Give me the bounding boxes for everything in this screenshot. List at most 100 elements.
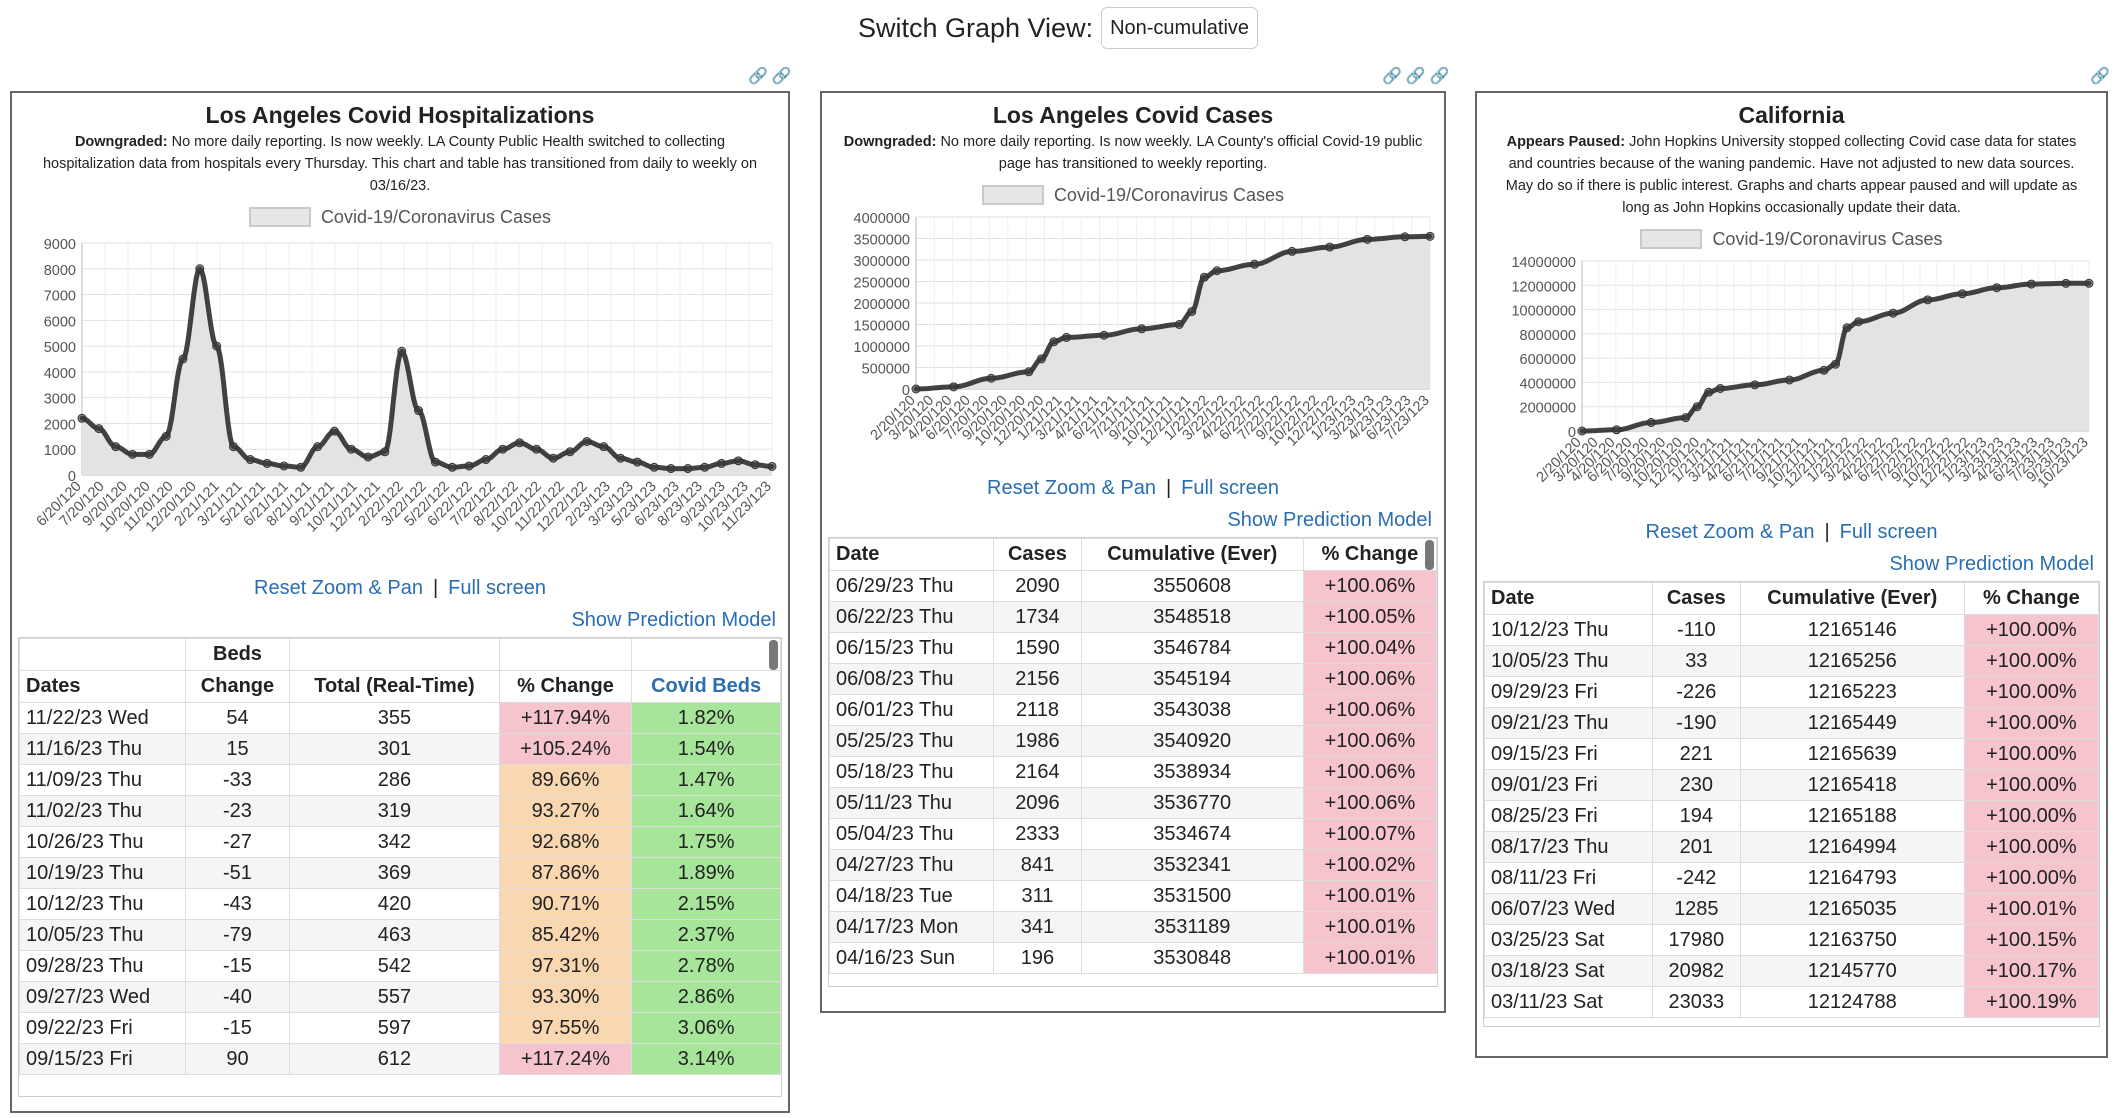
chart-legend[interactable]: Covid-19/Coronavirus Cases (1477, 225, 2106, 253)
table-cell: 369 (289, 857, 500, 889)
y-tick-label: 5000 (44, 340, 76, 356)
table-row[interactable]: 10/12/23 Thu -110 12165146 +100.00% (1484, 614, 2099, 646)
table-row[interactable]: 09/01/23 Fri 230 12165418 +100.00% (1484, 769, 2099, 801)
prediction-model-link[interactable]: Show Prediction Model (1227, 509, 1432, 531)
prediction-model-link[interactable]: Show Prediction Model (571, 609, 776, 631)
fullscreen-link[interactable]: Full screen (1181, 477, 1279, 499)
table-row[interactable]: 03/25/23 Sat 17980 12163750 +100.15% (1484, 924, 2099, 956)
col-header-change[interactable]: Change (184, 670, 291, 703)
table-row[interactable]: 03/11/23 Sat 23033 12124788 +100.19% (1484, 986, 2099, 1018)
la-cases-table[interactable]: Date Cases Cumulative (Ever) % Change 06… (828, 537, 1438, 987)
table-row[interactable]: 11/09/23 Thu -33 286 89.66% 1.47% (19, 764, 781, 796)
table-row[interactable]: 09/22/23 Fri -15 597 97.55% 3.06% (19, 1012, 781, 1044)
california-table[interactable]: Date Cases Cumulative (Ever) % Change 10… (1483, 581, 2100, 1027)
table-row[interactable]: 04/27/23 Thu 841 3532341 +100.02% (829, 849, 1437, 881)
fullscreen-link[interactable]: Full screen (1839, 521, 1938, 543)
data-point (161, 431, 171, 441)
data-point (313, 442, 323, 452)
table-cell: 342 (289, 826, 500, 858)
table-cell: 301 (289, 733, 500, 765)
table-row[interactable]: 09/29/23 Fri -226 12165223 +100.00% (1484, 676, 2099, 708)
table-row[interactable]: 06/29/23 Thu 2090 3550608 +100.06% (829, 570, 1437, 602)
col-header-dates[interactable]: Dates (19, 670, 186, 703)
series-area (916, 236, 1430, 389)
panel-description: Appears Paused: John Hopkins University … (1477, 131, 2106, 219)
california-chart[interactable]: 0 2000000 4000000 6000000 8000000 10000000 120… (1477, 253, 2106, 517)
table-cell: 2156 (993, 663, 1082, 695)
data-point (1692, 402, 1702, 412)
table-cell: 08/17/23 Thu (1484, 831, 1653, 863)
prediction-model-link[interactable]: Show Prediction Model (1889, 553, 2094, 575)
table-row[interactable]: 04/16/23 Sun 196 3530848 +100.01% (829, 942, 1437, 974)
col-header-cases[interactable]: Cases (1651, 582, 1741, 615)
table-cell: 09/15/23 Fri (19, 1043, 186, 1075)
table-row[interactable]: 03/18/23 Sat 20982 12145770 +100.17% (1484, 955, 2099, 987)
table-cell: 2090 (993, 570, 1082, 602)
table-scrollbar[interactable] (769, 640, 778, 670)
table-row[interactable]: 05/04/23 Thu 2333 3534674 +100.07% (829, 818, 1437, 850)
graph-view-select[interactable]: Non-cumulative (1101, 7, 1259, 49)
reset-zoom-link[interactable]: Reset Zoom & Pan (987, 477, 1156, 499)
table-row[interactable]: 09/15/23 Fri 221 12165639 +100.00% (1484, 738, 2099, 770)
data-point (430, 457, 440, 467)
col-header-cumulative[interactable]: Cumulative (Ever) (1080, 538, 1304, 571)
table-cell: 420 (289, 888, 500, 920)
table-row[interactable]: 10/12/23 Thu -43 420 90.71% 2.15% (19, 888, 781, 920)
table-row[interactable]: 05/25/23 Thu 1986 3540920 +100.06% (829, 725, 1437, 757)
table-row[interactable]: 05/11/23 Thu 2096 3536770 +100.06% (829, 787, 1437, 819)
table-row[interactable]: 09/15/23 Fri 90 612 +117.24% 3.14% (19, 1043, 781, 1075)
chart-controls: Reset Zoom & Pan | Full screen (822, 473, 1444, 503)
table-row[interactable]: 09/28/23 Thu -15 542 97.31% 2.78% (19, 950, 781, 982)
data-point (1212, 266, 1222, 276)
table-row[interactable]: 11/22/23 Wed 54 355 +117.94% 1.82% (19, 702, 781, 734)
col-header-total[interactable]: Total (Real-Time) (289, 670, 500, 703)
fullscreen-link[interactable]: Full screen (448, 577, 546, 599)
table-cell: 08/25/23 Fri (1484, 800, 1653, 832)
col-header-covid-beds[interactable]: Covid Beds (631, 670, 781, 703)
table-row[interactable]: 11/02/23 Thu -23 319 93.27% 1.64% (19, 795, 781, 827)
hospitalizations-chart[interactable]: 01000200030004000500060007000800090006/2… (12, 231, 788, 573)
data-point (1362, 234, 1372, 244)
table-row[interactable]: 11/16/23 Thu 15 301 +105.24% 1.54% (19, 733, 781, 765)
table-row[interactable]: 04/18/23 Tue 311 3531500 +100.01% (829, 880, 1437, 912)
col-header-pct-change[interactable]: % Change (498, 670, 633, 703)
y-tick-label: 3000000 (854, 254, 910, 270)
table-row[interactable]: 05/18/23 Thu 2164 3538934 +100.06% (829, 756, 1437, 788)
table-cell: 97.31% (498, 950, 633, 982)
table-row[interactable]: 10/05/23 Thu 33 12165256 +100.00% (1484, 645, 2099, 677)
table-cell: 194 (1651, 800, 1741, 832)
col-header-date[interactable]: Date (829, 538, 995, 571)
table-row[interactable]: 10/26/23 Thu -27 342 92.68% 1.75% (19, 826, 781, 858)
data-point (1681, 413, 1691, 423)
col-header-cases[interactable]: Cases (993, 538, 1082, 571)
table-row[interactable]: 10/19/23 Thu -51 369 87.86% 1.89% (19, 857, 781, 889)
table-row[interactable]: 06/01/23 Thu 2118 3543038 +100.06% (829, 694, 1437, 726)
link-icon[interactable]: 🔗🔗🔗 (1382, 66, 1454, 85)
table-row[interactable]: 08/11/23 Fri -242 12164793 +100.00% (1484, 862, 2099, 894)
table-cell: 1590 (993, 632, 1082, 664)
table-row[interactable]: 08/25/23 Fri 194 12165188 +100.00% (1484, 800, 2099, 832)
col-header-pct-change[interactable]: % Change (1302, 538, 1437, 571)
table-row[interactable]: 04/17/23 Mon 341 3531189 +100.01% (829, 911, 1437, 943)
table-scrollbar[interactable] (1425, 540, 1434, 570)
table-cell: +100.00% (1963, 862, 2099, 894)
link-icon[interactable]: 🔗 (2090, 66, 2114, 85)
hospitalizations-table[interactable]: Beds Dates Change Total (Real-Time) % Ch… (18, 637, 782, 1097)
reset-zoom-link[interactable]: Reset Zoom & Pan (254, 577, 423, 599)
link-icon[interactable]: 🔗🔗 (748, 66, 796, 85)
col-header-pct-change[interactable]: % Change (1963, 582, 2099, 615)
chart-legend[interactable]: Covid-19/Coronavirus Cases (12, 203, 788, 231)
table-row[interactable]: 10/05/23 Thu -79 463 85.42% 2.37% (19, 919, 781, 951)
table-row[interactable]: 06/15/23 Thu 1590 3546784 +100.04% (829, 632, 1437, 664)
table-row[interactable]: 06/07/23 Wed 1285 12165035 +100.01% (1484, 893, 2099, 925)
col-header-cumulative[interactable]: Cumulative (Ever) (1739, 582, 1965, 615)
col-header-date[interactable]: Date (1484, 582, 1653, 615)
table-row[interactable]: 08/17/23 Thu 201 12164994 +100.00% (1484, 831, 2099, 863)
table-row[interactable]: 09/27/23 Wed -40 557 93.30% 2.86% (19, 981, 781, 1013)
la-cases-chart[interactable]: 0 500000 1000000 1500000 2000000 2500000 30000… (822, 209, 1444, 473)
chart-legend[interactable]: Covid-19/Coronavirus Cases (822, 181, 1444, 209)
table-row[interactable]: 06/22/23 Thu 1734 3548518 +100.05% (829, 601, 1437, 633)
table-row[interactable]: 09/21/23 Thu -190 12165449 +100.00% (1484, 707, 2099, 739)
table-row[interactable]: 06/08/23 Thu 2156 3545194 +100.06% (829, 663, 1437, 695)
reset-zoom-link[interactable]: Reset Zoom & Pan (1645, 521, 1815, 543)
